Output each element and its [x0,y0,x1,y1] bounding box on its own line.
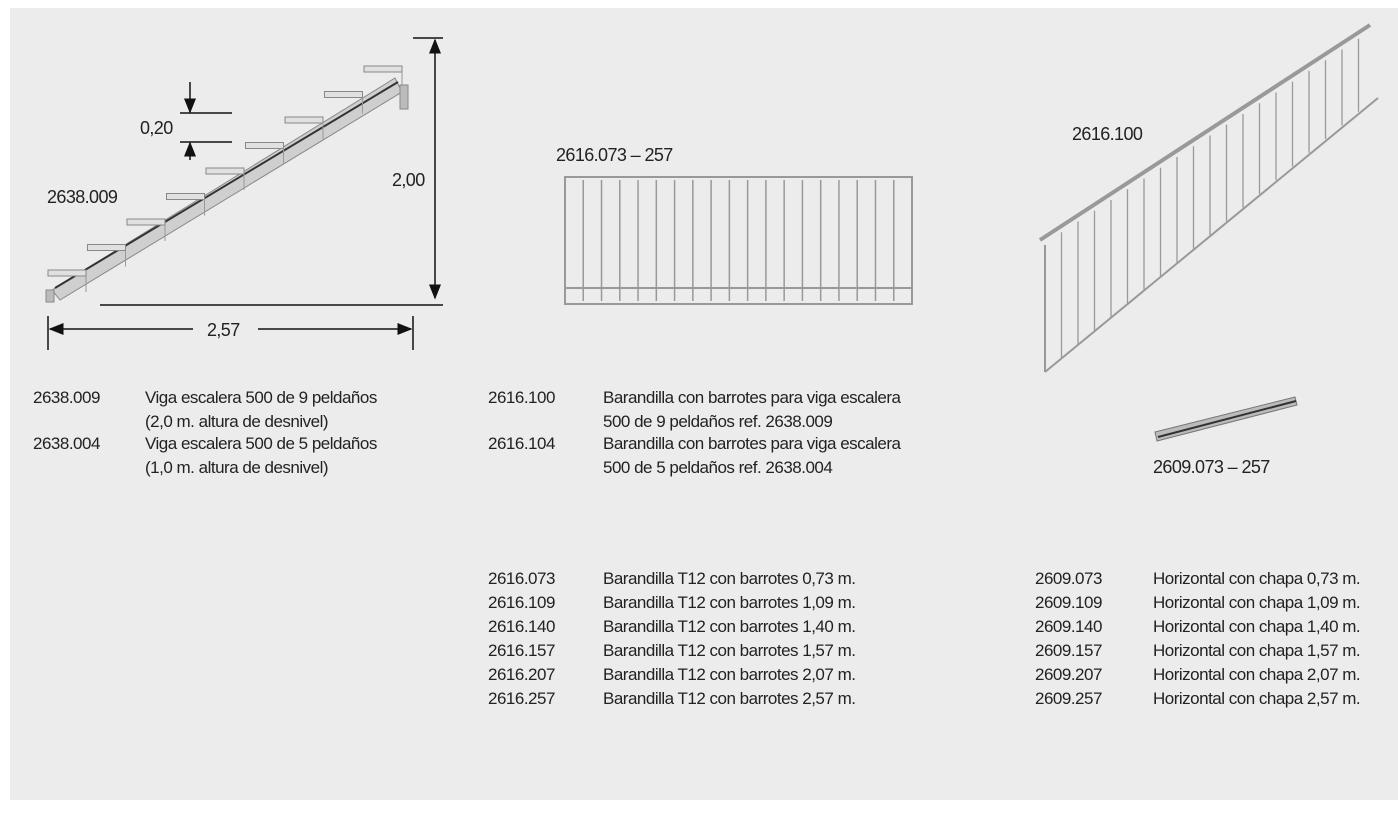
stair-railing-code-label: 2616.100 [1072,124,1143,144]
shape [565,177,912,304]
shape [46,290,54,302]
shape [127,219,165,225]
item-code: 2609.207 [1035,665,1102,685]
item-description: Horizontal con chapa 2,07 m. [1153,665,1360,685]
item-code: 2609.109 [1035,593,1102,613]
item-code: 2638.009 [33,388,100,408]
stair-drawing [46,66,408,302]
item-description: Barandilla T12 con barrotes 1,57 m. [603,641,855,661]
shape [206,168,244,174]
shape [167,194,205,200]
item-code: 2616.104 [488,434,555,454]
item-code: 2616.157 [488,641,555,661]
item-code: 2609.140 [1035,617,1102,637]
item-code: 2616.109 [488,593,555,613]
stair-railing-drawing [1040,25,1378,372]
item-code: 2616.140 [488,617,555,637]
shape [246,143,284,149]
railing-code-label: 2616.073 – 257 [556,145,673,165]
item-description: (1,0 m. altura de desnivel) [145,458,328,478]
length-label: 2,57 [207,320,240,340]
item-description: Barandilla con barrotes para viga escale… [603,434,900,454]
item-description: Barandilla T12 con barrotes 2,07 m. [603,665,855,685]
shape [88,245,126,251]
stair-code-label: 2638.009 [47,187,118,207]
item-description: Barandilla con barrotes para viga escale… [603,388,900,408]
item-code: 2609.257 [1035,689,1102,709]
item-code: 2609.157 [1035,641,1102,661]
item-description: Barandilla T12 con barrotes 1,40 m. [603,617,855,637]
item-description: Barandilla T12 con barrotes 1,09 m. [603,593,855,613]
shape [325,92,363,98]
horizontal-code-label: 2609.073 – 257 [1153,457,1270,477]
item-code: 2609.073 [1035,569,1102,589]
item-description: Horizontal con chapa 2,57 m. [1153,689,1360,709]
item-code: 2616.073 [488,569,555,589]
item-code: 2638.004 [33,434,100,454]
item-code: 2616.257 [488,689,555,709]
item-description: Barandilla T12 con barrotes 2,57 m. [603,689,855,709]
item-description: Viga escalera 500 de 9 peldaños [145,388,377,408]
item-description: Horizontal con chapa 0,73 m. [1153,569,1360,589]
item-description: Horizontal con chapa 1,40 m. [1153,617,1360,637]
item-description: (2,0 m. altura de desnivel) [145,412,328,432]
shape [400,85,408,109]
item-code: 2616.207 [488,665,555,685]
shape [364,66,402,72]
item-description: Viga escalera 500 de 5 peldaños [145,434,377,454]
item-description: Horizontal con chapa 1,09 m. [1153,593,1360,613]
item-description: 500 de 5 peldaños ref. 2638.004 [603,458,832,478]
step-height-label: 0,20 [140,118,173,138]
page: 0,20 2638.009 2,00 2,57 2616.073 – 257 2… [0,0,1398,814]
shape [48,270,86,276]
item-description: 500 de 9 peldaños ref. 2638.009 [603,412,832,432]
railing-drawing [565,177,912,304]
item-description: Barandilla T12 con barrotes 0,73 m. [603,569,855,589]
shape [285,117,323,123]
item-code: 2616.100 [488,388,555,408]
item-description: Horizontal con chapa 1,57 m. [1153,641,1360,661]
horizontal-drawing [1155,397,1297,441]
height-label: 2,00 [392,170,425,190]
